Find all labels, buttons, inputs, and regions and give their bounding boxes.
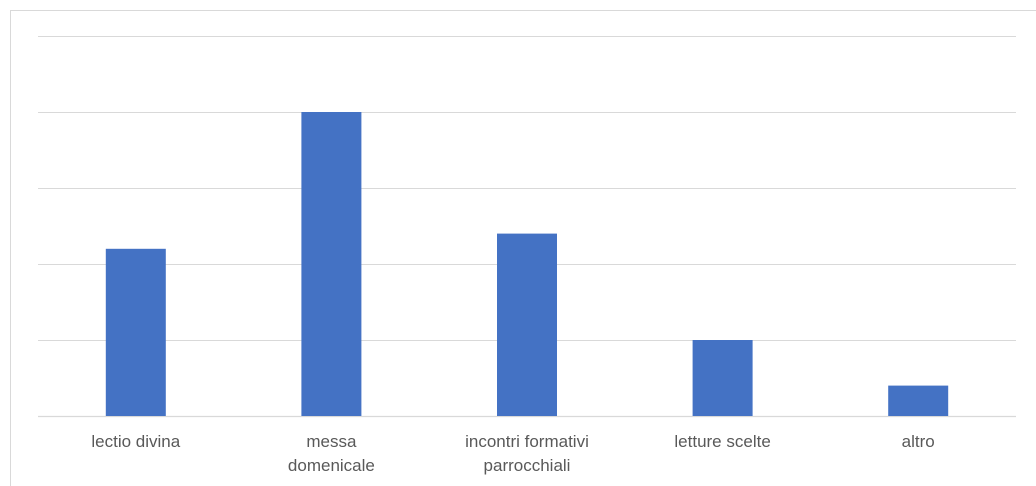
x-axis-tick-labels: lectio divina messa domenicale incontri for… [91,432,934,475]
x-tick-label: lectio divina [91,432,180,451]
x-tick-label-line: parrocchiali [484,456,571,475]
bar [301,112,362,416]
x-tick-label: incontri formativi parrocchiali [465,432,589,475]
x-tick-label-line: altro [902,432,935,451]
x-tick-label-line: lectio divina [91,432,180,451]
x-tick-label-line: messa [306,432,357,451]
x-tick-label-line: domenicale [288,456,375,475]
bars [105,112,949,416]
x-tick-label: altro [902,432,935,451]
bar [105,248,166,416]
x-tick-label: messa domenicale [288,432,375,475]
bar [497,233,557,416]
bar [692,340,753,416]
x-tick-label-line: incontri formativi [465,432,589,451]
bar [888,385,949,416]
x-tick-label: letture scelte [674,432,770,451]
x-tick-label-line: letture scelte [674,432,770,451]
